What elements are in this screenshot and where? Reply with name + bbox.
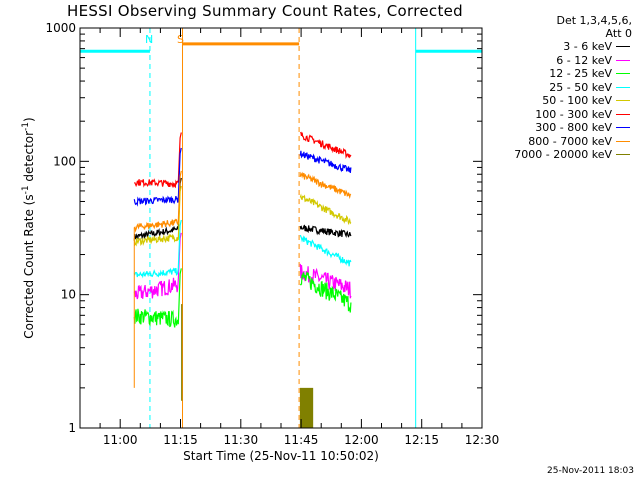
legend-item-5: 100 - 300 keV: [486, 108, 632, 122]
legend-label-4: 50 - 100 keV: [542, 94, 612, 107]
legend-label-1: 6 - 12 keV: [556, 53, 612, 67]
y-tick-label-3: 1000: [45, 21, 76, 35]
series-line-2-b: [299, 271, 352, 313]
legend-label-6: 300 - 800 keV: [535, 121, 612, 134]
legend-label-5: 100 - 300 keV: [535, 107, 612, 121]
chart-title: HESSI Observing Summary Count Rates, Cor…: [67, 2, 463, 20]
x-tick-label-4: 12:00: [344, 433, 379, 447]
x-tick-label-6: 12:30: [465, 433, 500, 447]
y-axis-label: Corrected Count Rate (s-1 detector-1): [21, 117, 36, 338]
y-axis-label-part-3: -1: [21, 122, 31, 131]
legend-swatch-5: [616, 113, 630, 115]
legend-label-8: 7000 - 20000 keV: [514, 148, 612, 161]
legend-label-2: 12 - 25 keV: [549, 67, 612, 80]
legend-swatch-6: [616, 127, 630, 128]
legend-swatch-0: [616, 46, 630, 47]
series-line-0-b: [299, 224, 352, 238]
x-tick-label-3: 11:45: [284, 433, 319, 447]
series-line-5-b: [299, 131, 352, 160]
legend-swatch-2: [616, 73, 630, 74]
x-tick-label-1: 11:15: [163, 433, 198, 447]
marker-label-night: N: [145, 33, 153, 46]
plot-frame: [79, 27, 483, 429]
series-line-1-b: [299, 263, 352, 299]
x-tick-label-5: 12:15: [404, 433, 439, 447]
series-line-6-a: [133, 147, 182, 207]
series-line-1-a: [133, 232, 182, 300]
series-block-8: [299, 387, 314, 428]
timestamp: 25-Nov-2011 18:03: [547, 466, 634, 476]
legend-label-0: 3 - 6 keV: [563, 40, 612, 53]
legend-swatch-1: [616, 59, 630, 61]
legend-item-0: 3 - 6 keV: [486, 40, 632, 54]
legend-item-7: 800 - 7000 keV: [486, 135, 632, 149]
series-line-7-a: [133, 170, 182, 233]
legend-item-1: 6 - 12 keV: [486, 54, 632, 68]
y-axis-label-part-2: detector: [22, 131, 36, 186]
marker-label-saa: S: [177, 33, 184, 46]
legend-swatch-8: [616, 154, 630, 155]
legend: Det 1,3,4,5,6, Att 0 3 - 6 keV 6 - 12 keV…: [486, 14, 632, 162]
legend-label-3: 25 - 50 keV: [549, 80, 612, 94]
legend-swatch-7: [616, 140, 630, 142]
series-line-6-b: [299, 150, 352, 173]
legend-swatch-4: [616, 100, 630, 101]
legend-item-2: 12 - 25 keV: [486, 67, 632, 81]
y-axis-label-part-0: Corrected Count Rate (s: [22, 194, 36, 338]
legend-item-3: 25 - 50 keV: [486, 81, 632, 95]
legend-item-6: 300 - 800 keV: [486, 121, 632, 135]
legend-item-4: 50 - 100 keV: [486, 94, 632, 108]
series-line-2-a: [133, 268, 182, 328]
x-tick-label-2: 11:30: [224, 433, 259, 447]
y-axis-label-part-4: ): [22, 117, 36, 122]
series-line-5-a: [133, 132, 182, 189]
series-line-3-a: [133, 219, 182, 279]
legend-header-line-1: Det 1,3,4,5,6,: [556, 14, 632, 27]
series-line-3-b: [299, 234, 352, 267]
legend-swatch-3: [616, 86, 630, 88]
series-line-0-a: [133, 177, 182, 241]
legend-item-8: 7000 - 20000 keV: [486, 148, 632, 162]
series-line-4-b: [299, 193, 352, 226]
legend-label-7: 800 - 7000 keV: [528, 134, 612, 148]
series-line-7-b: [299, 171, 352, 200]
series-line-4-a: [133, 185, 182, 247]
y-tick-label-1: 10: [61, 288, 76, 302]
y-axis-label-part-1: -1: [21, 185, 31, 194]
y-tick-label-0: 1: [68, 421, 76, 435]
x-tick-label-0: 11:00: [103, 433, 138, 447]
y-tick-label-2: 100: [53, 154, 76, 168]
x-axis-label: Start Time (25-Nov-11 10:50:02): [183, 449, 379, 463]
legend-header-line-2: Att 0: [605, 27, 632, 40]
